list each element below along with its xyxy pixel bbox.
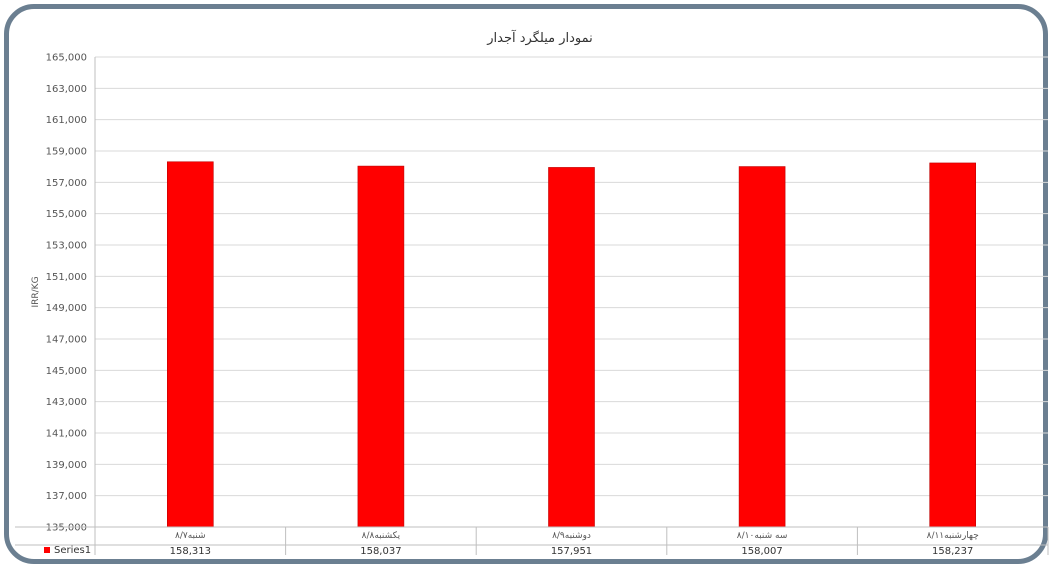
chart-title: نمودار میلگرد آجدار xyxy=(486,29,593,46)
category-label: چهارشنبه۸/۱۱ xyxy=(927,531,979,541)
y-tick-label: 161,000 xyxy=(46,115,87,126)
bar xyxy=(548,167,595,528)
bars xyxy=(167,161,977,528)
y-tick-label: 137,000 xyxy=(46,491,87,502)
category-label: سه شنبه۸/۱۰ xyxy=(737,531,788,541)
y-tick-label: 165,000 xyxy=(46,53,87,64)
data-value-label: 157,951 xyxy=(551,546,592,557)
data-value-label: 158,007 xyxy=(741,546,782,557)
y-tick-label: 135,000 xyxy=(46,523,87,534)
bar xyxy=(738,166,786,528)
y-tick-label: 143,000 xyxy=(46,397,87,408)
y-tick-label: 157,000 xyxy=(46,178,87,189)
y-tick-label: 163,000 xyxy=(46,84,87,95)
data-value-label: 158,237 xyxy=(932,546,973,557)
y-tick-label: 159,000 xyxy=(46,147,87,158)
bar xyxy=(167,161,214,528)
y-tick-label: 147,000 xyxy=(46,335,87,346)
legend-series-name: Series1 xyxy=(54,545,91,556)
bar xyxy=(929,162,977,528)
category-label: دوشنبه۸/۹ xyxy=(552,531,591,541)
y-tick-label: 139,000 xyxy=(46,460,87,471)
category-label: شنبه۸/۷ xyxy=(175,531,206,541)
data-value-label: 158,037 xyxy=(360,546,401,557)
bar xyxy=(357,165,405,528)
y-tick-label: 141,000 xyxy=(46,429,87,440)
y-tick-label: 149,000 xyxy=(46,303,87,314)
legend-swatch xyxy=(44,547,50,553)
y-tick-label: 151,000 xyxy=(46,272,87,283)
y-tick-labels: 165,000 163,000 161,000 159,000 157,000 155,0… xyxy=(46,53,87,534)
data-table: Series1 شنبه۸/۷ 158,313 یکشنبه۸/۸ 158,037 دوش… xyxy=(15,526,1049,557)
y-tick-label: 153,000 xyxy=(46,241,87,252)
data-value-label: 158,313 xyxy=(170,546,211,557)
y-tick-label: 155,000 xyxy=(46,209,87,220)
y-tick-label: 145,000 xyxy=(46,366,87,377)
y-axis-label: IRR/KG xyxy=(31,276,41,307)
category-label: یکشنبه۸/۸ xyxy=(362,531,401,541)
